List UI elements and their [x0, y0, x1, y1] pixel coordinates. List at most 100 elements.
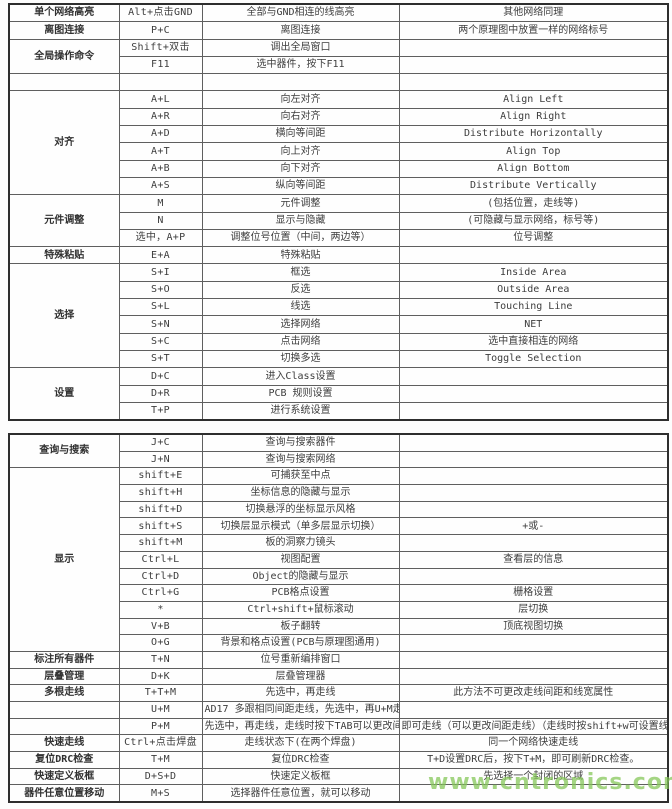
shortcut-cell: A+T: [118, 142, 203, 161]
shortcut-cell: P+C: [118, 21, 203, 40]
shortcut-cell: S+L: [118, 298, 203, 317]
table-row: T+P 进行系统设置: [9, 401, 669, 421]
category-cell: 快速定义板框: [8, 767, 120, 786]
table-row: D+R PCB 规则设置: [9, 384, 669, 403]
description-cell: PCB 规则设置: [201, 384, 400, 403]
table-row: 特殊粘贴 E+A 特殊粘贴: [8, 246, 669, 265]
table-row: P+M 先选中，再走线，走线时按下TAB可以更改间距 即可走线（可以更改间距走线）（…: [8, 717, 669, 736]
description-cell: 查询与搜索网络: [201, 450, 400, 469]
description-cell: 横向等间距: [201, 125, 400, 144]
category-cell: 标注所有器件: [8, 650, 120, 669]
shortcut-table-lower: 查询与搜索 J+C 查询与搜索器件 J+N 查询与搜索网络 显示 shift+E 可捕获至中点…: [8, 433, 669, 804]
shortcut-cell: S+O: [118, 280, 203, 300]
note-cell: [398, 650, 669, 669]
table-row: [8, 73, 669, 92]
description-cell: 框选: [201, 263, 400, 282]
shortcut-cell: shift+D: [118, 500, 203, 519]
description-cell: 背景和格点设置(PCB与原理图通用): [201, 634, 400, 652]
table-row: Ctrl+G PCB格点设置 栅格设置: [9, 584, 669, 602]
category-cell: [8, 73, 120, 92]
description-cell: 层叠管理器: [201, 667, 400, 686]
note-cell: [398, 450, 669, 469]
note-cell: [398, 534, 669, 552]
shortcut-cell: O+G: [118, 634, 203, 652]
note-cell: [398, 433, 669, 452]
shortcut-cell: A+S: [118, 176, 203, 196]
shortcut-cell: F11: [118, 55, 203, 75]
description-cell: 板子翻转: [201, 617, 400, 636]
table-row: 快速走线 Ctrl+点击焊盘 走线状态下(在两个焊盘) 同一个网络快速走线: [8, 734, 669, 753]
shortcut-cell: P+M: [118, 717, 203, 736]
shortcut-cell: S+I: [118, 263, 203, 282]
note-cell: [398, 38, 669, 57]
note-cell: [398, 467, 669, 486]
table-row: shift+M 板的洞察力镜头: [9, 534, 669, 552]
description-cell: 线选: [201, 298, 400, 317]
shortcut-cell: S+T: [118, 349, 203, 369]
table-row: 器件任意位置移动 M+S 选择器件任意位置，就可以移动: [8, 784, 669, 803]
note-cell: [398, 55, 669, 75]
category-cell: 对齐: [8, 90, 120, 196]
description-cell: 选中器件，按下F11: [201, 55, 400, 75]
note-cell: Align Bottom: [398, 159, 669, 178]
description-cell: 板的洞察力镜头: [201, 534, 400, 552]
table-row: U+M AD17 多跟相同间距走线，先选中，再U+M走线: [8, 701, 669, 719]
category-cell: 复位DRC检查: [8, 751, 120, 769]
shortcut-cell: 选中，A+P: [118, 228, 203, 248]
shortcut-cell: Ctrl+D: [118, 567, 203, 586]
shortcut-cell: J+N: [118, 450, 203, 469]
category-cell: 快速走线: [8, 734, 120, 753]
table-row: N 显示与隐藏 (可隐藏与显示网络，标号等): [9, 211, 669, 230]
note-cell: Touching Line: [398, 298, 669, 317]
table-row: shift+S 切换层显示模式（单多层显示切换） +或-: [9, 517, 669, 536]
table-row: 显示 shift+E 可捕获至中点: [8, 467, 669, 652]
shortcut-cell: Ctrl+点击焊盘: [118, 734, 203, 753]
description-cell: Object的隐藏与显示: [201, 567, 400, 586]
shortcut-cell: Shift+双击: [118, 38, 203, 57]
shortcut-cell: N: [118, 211, 203, 230]
table-row: 单个网络高亮 Alt+点击GND 全部与GND相连的线高亮 其他网络同理: [8, 3, 669, 23]
note-cell: (可隐藏与显示网络，标号等): [398, 211, 669, 230]
description-cell: 先选中，再走线: [201, 684, 400, 702]
shortcut-cell: S+N: [118, 315, 203, 334]
category-cell: 元件调整: [8, 194, 120, 248]
note-cell: [398, 246, 669, 265]
category-cell: 单个网络高亮: [8, 3, 120, 23]
note-cell: 同一个网络快速走线: [398, 734, 669, 753]
description-cell: 元件调整: [201, 194, 400, 213]
shortcut-cell: T+P: [118, 401, 203, 421]
category-cell: 设置: [8, 367, 120, 421]
shortcut-cell: E+A: [118, 246, 203, 265]
description-cell: 视图配置: [201, 550, 400, 569]
note-cell: Align Right: [398, 107, 669, 127]
note-cell: [398, 634, 669, 652]
description-cell: 选择器件任意位置，就可以移动: [201, 784, 400, 803]
note-cell: [398, 567, 669, 586]
shortcut-cell: M+S: [118, 784, 203, 803]
note-cell: Inside Area: [398, 263, 669, 282]
description-cell: 坐标信息的隐藏与显示: [201, 484, 400, 502]
note-cell: [398, 500, 669, 519]
shortcut-cell: Alt+点击GND: [118, 3, 203, 23]
shortcut-cell: D+S+D: [118, 767, 203, 786]
shortcut-cell: T+N: [118, 650, 203, 669]
note-cell: 栅格设置: [398, 584, 669, 602]
description-cell: 向下对齐: [201, 159, 400, 178]
shortcut-cell: shift+E: [118, 467, 203, 486]
note-cell: 顶底视图切换: [398, 617, 669, 636]
description-cell: 先选中，再走线，走线时按下TAB可以更改间距: [201, 717, 400, 736]
description-cell: AD17 多跟相同间距走线，先选中，再U+M走线: [201, 701, 400, 719]
shortcut-cell: A+L: [118, 90, 203, 109]
shortcut-cell: T+T+M: [118, 684, 203, 702]
description-cell: 进入Class设置: [201, 367, 400, 386]
note-cell: Distribute Vertically: [398, 176, 669, 196]
description-cell: 全部与GND相连的线高亮: [201, 3, 400, 23]
shortcut-cell: D+K: [118, 667, 203, 686]
note-cell: [398, 484, 669, 502]
note-cell: [398, 401, 669, 421]
description-cell: 复位DRC检查: [201, 751, 400, 769]
note-cell: NET: [398, 315, 669, 334]
description-cell: 特殊粘贴: [201, 246, 400, 265]
note-cell: 查看层的信息: [398, 550, 669, 569]
shortcut-cell: shift+H: [118, 484, 203, 502]
